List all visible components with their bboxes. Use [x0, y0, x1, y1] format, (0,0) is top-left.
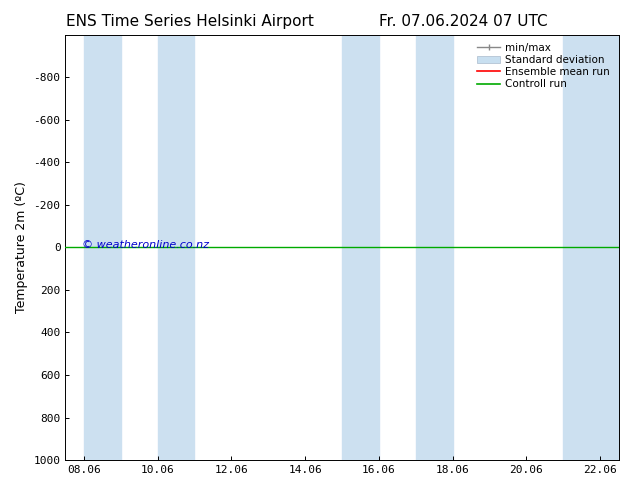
Bar [158, 35, 195, 460]
Bar [84, 35, 120, 460]
Text: © weatheronline.co.nz: © weatheronline.co.nz [82, 240, 209, 250]
Bar [416, 35, 453, 460]
Bar [563, 35, 619, 460]
Bar [342, 35, 379, 460]
Text: ENS Time Series Helsinki Airport: ENS Time Series Helsinki Airport [67, 14, 314, 29]
Y-axis label: Temperature 2m (ºC): Temperature 2m (ºC) [15, 181, 28, 313]
Legend: min/max, Standard deviation, Ensemble mean run, Controll run: min/max, Standard deviation, Ensemble me… [474, 40, 613, 92]
Text: Fr. 07.06.2024 07 UTC: Fr. 07.06.2024 07 UTC [378, 14, 547, 29]
